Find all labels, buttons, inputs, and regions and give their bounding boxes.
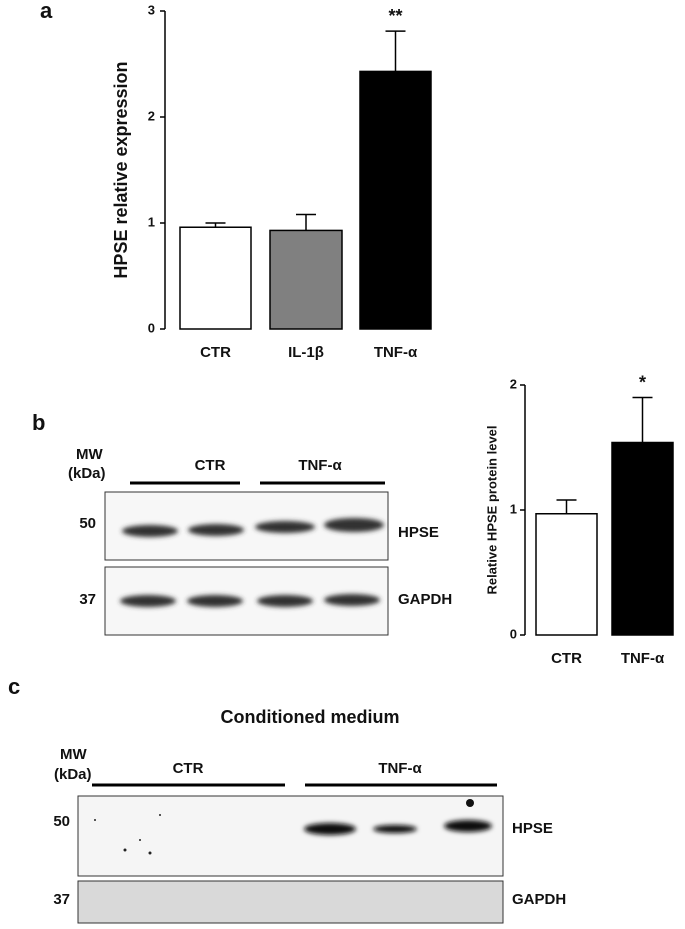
group-label: CTR <box>195 457 226 474</box>
x-tick-label: CTR <box>551 650 582 667</box>
mw-label: MW <box>60 746 87 763</box>
bar <box>269 229 343 330</box>
marker-label: 37 <box>53 891 70 908</box>
y-tick-label: 2 <box>510 376 517 391</box>
y-axis-label: Relative HPSE protein level <box>484 425 499 594</box>
group-label: CTR <box>173 760 204 777</box>
x-tick-label: TNF-α <box>621 650 665 667</box>
protein-label: HPSE <box>398 524 439 541</box>
bar <box>611 441 674 636</box>
marker-label: 50 <box>79 515 96 532</box>
group-label: TNF-α <box>298 457 342 474</box>
bar <box>535 513 598 636</box>
speck <box>466 799 474 807</box>
kda-label: (kDa) <box>68 465 106 482</box>
marker-label: 50 <box>53 813 70 830</box>
mw-label: MW <box>76 446 103 463</box>
y-tick-label: 1 <box>510 501 517 516</box>
bar <box>179 226 252 330</box>
protein-label: GAPDH <box>398 591 452 608</box>
bar <box>359 70 432 330</box>
y-axis-label: HPSE relative expression <box>111 61 131 278</box>
x-tick-label: CTR <box>200 344 231 361</box>
y-tick-label: 3 <box>148 2 155 17</box>
kda-label: (kDa) <box>54 766 92 783</box>
panel-label: b <box>32 410 45 435</box>
x-tick-label: TNF-α <box>374 344 418 361</box>
blot-title: Conditioned medium <box>221 707 400 727</box>
y-tick-label: 2 <box>148 108 155 123</box>
blot-box <box>77 795 504 877</box>
x-tick-label: IL-1β <box>288 344 324 361</box>
y-tick-label: 1 <box>148 214 155 229</box>
y-tick-label: 0 <box>148 320 155 335</box>
panel-label: a <box>40 0 53 23</box>
bands <box>120 518 384 607</box>
y-tick-label: 0 <box>510 626 517 641</box>
panel-label: c <box>8 674 20 699</box>
group-label: TNF-α <box>378 760 422 777</box>
annotation: ** <box>388 6 402 26</box>
protein-label: HPSE <box>512 820 553 837</box>
bands <box>304 820 492 835</box>
blot-box <box>77 880 504 924</box>
marker-label: 37 <box>79 591 96 608</box>
specks <box>94 814 161 855</box>
protein-label: GAPDH <box>512 891 566 908</box>
annotation: * <box>639 372 646 392</box>
